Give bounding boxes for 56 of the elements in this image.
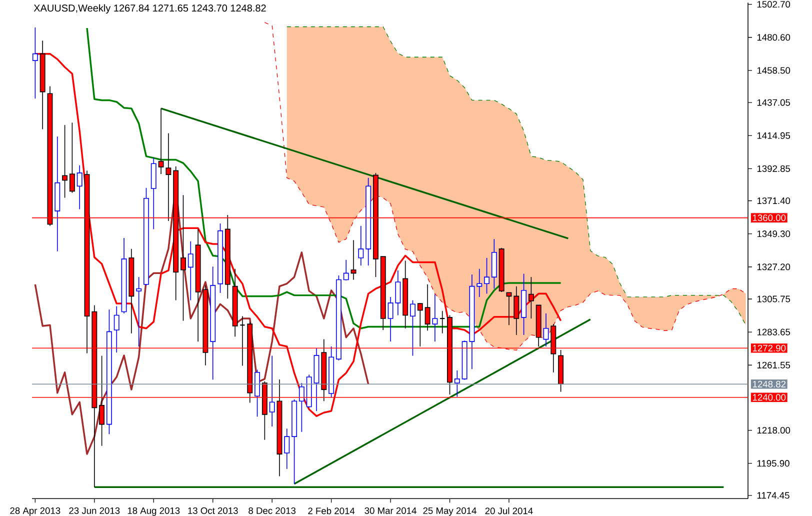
y-tick-label: 1458.50 (757, 67, 790, 74)
y-tick-label: 1502.70 (757, 1, 790, 8)
candlestick (69, 122, 75, 194)
candlestick (514, 286, 520, 336)
candlestick (484, 258, 490, 294)
candlestick (410, 300, 416, 356)
y-tick-label: 1218.00 (757, 426, 790, 434)
candlestick (298, 382, 304, 432)
y-tick-label: 1437.05 (757, 99, 790, 106)
x-tick-label: 28 Apr 2013 (10, 507, 60, 516)
x-tick-label: 18 Aug 2013 (128, 507, 180, 516)
x-tick-label: 8 Dec 2013 (248, 507, 296, 514)
y-tick-label: 1414.95 (757, 132, 790, 139)
candlestick (432, 294, 438, 342)
candlestick (32, 27, 38, 99)
candlestick (76, 164, 82, 210)
x-tick-label: 30 Mar 2014 (364, 507, 416, 514)
candlestick (506, 292, 512, 326)
candlestick (188, 240, 194, 301)
x-tick-label: 20 Jul 2014 (485, 507, 533, 514)
candlestick (136, 276, 142, 347)
y-tick-label: 1283.65 (757, 328, 790, 336)
candlestick (424, 284, 430, 332)
x-tick-label: 25 May 2014 (423, 507, 476, 516)
candlestick (476, 268, 482, 298)
candlestick (439, 310, 446, 334)
candlestick (114, 306, 120, 353)
ref-line-label: 1240.00 (752, 394, 786, 401)
candlestick (158, 108, 164, 174)
chart-title: XAUUSD,Weekly 1267.84 1271.65 1243.70 1248.82 (34, 4, 266, 14)
y-tick-label: 1327.20 (757, 264, 790, 270)
ref-line-label: 1360.00 (752, 214, 786, 222)
candlestick (240, 316, 246, 366)
candlestick (528, 276, 534, 319)
y-tick-label: 1305.75 (757, 296, 790, 302)
y-tick-label: 1371.40 (757, 197, 790, 204)
candlestick (284, 428, 290, 470)
ref-line-label: 1272.90 (752, 344, 786, 352)
candlestick (543, 313, 549, 347)
y-tick-label: 1349.30 (757, 230, 790, 238)
x-tick-label: 2 Feb 2014 (308, 507, 355, 514)
y-tick-label: 1261.55 (757, 362, 790, 368)
y-tick-label: 1195.90 (757, 460, 790, 467)
y-tick-label: 1392.85 (757, 165, 790, 172)
ref-line-label: 1248.82 (752, 380, 786, 388)
candlestick (269, 355, 275, 427)
x-tick-label: 13 Oct 2013 (188, 507, 238, 514)
candlestick (343, 259, 349, 281)
candlestick (454, 370, 460, 398)
candlestick (358, 225, 364, 266)
y-tick-label: 1174.45 (757, 492, 790, 499)
candlestick (62, 124, 68, 198)
x-tick-label: 23 Jun 2013 (69, 507, 120, 514)
candlestick (350, 240, 356, 280)
y-tick-label: 1480.60 (757, 34, 790, 41)
candlestick (254, 369, 260, 418)
